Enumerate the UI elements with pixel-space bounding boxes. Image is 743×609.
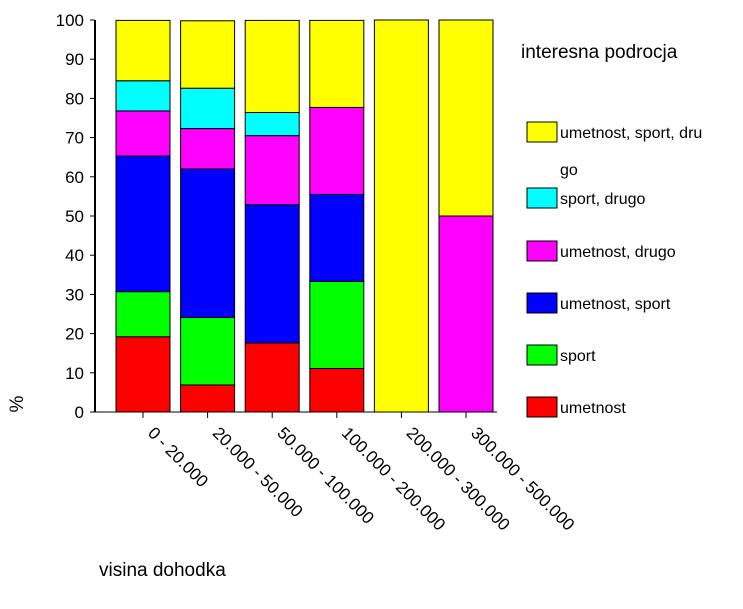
- bar-segment-4-3: [309, 193, 365, 282]
- y-tick-label: 60: [65, 168, 84, 187]
- y-tick-label: 10: [65, 364, 84, 383]
- bar-segment-1-3: [115, 155, 171, 293]
- y-tick-label: 90: [65, 50, 84, 69]
- bar-segment-4-6: [309, 19, 365, 108]
- legend-label: umetnost, sport: [560, 296, 671, 313]
- legend-title: interesna podrocja: [521, 42, 678, 63]
- bar-segment-3-6: [244, 19, 300, 114]
- bars-layer: [115, 19, 494, 413]
- bar-segment-3-4: [244, 135, 300, 206]
- legend-label: sport, drugo: [560, 191, 645, 208]
- bar-segment-1-6: [115, 19, 171, 82]
- y-tick-label: 0: [75, 403, 84, 422]
- bar-segment-1-5: [115, 80, 171, 112]
- bar-segment-1-2: [115, 291, 171, 338]
- x-tick-label: 0 - 20.000: [144, 423, 212, 491]
- bar-segment-4-2: [309, 280, 365, 369]
- bar-segment-2-2: [180, 317, 236, 386]
- bar-segment-4-4: [309, 106, 365, 195]
- x-axis-label: visina dohodka: [99, 560, 226, 581]
- legend-swatch: [526, 240, 558, 262]
- bar-segment-3-3: [244, 204, 300, 344]
- y-tick-label: 30: [65, 285, 84, 304]
- legend-label: sport: [560, 348, 596, 365]
- legend-swatch: [526, 121, 558, 143]
- bar-segment-6-4: [438, 215, 494, 413]
- legend-label: umetnost, drugo: [560, 244, 676, 261]
- bar-segment-6-6: [438, 19, 494, 217]
- legend-swatch: [526, 344, 558, 366]
- bar-segment-2-6: [180, 20, 236, 89]
- legend-label: umetnost, sport, dru go: [560, 125, 702, 179]
- y-tick-label: 70: [65, 129, 84, 148]
- bar-segment-2-1: [180, 384, 236, 413]
- y-tick-label: 100: [56, 11, 84, 30]
- y-tick-label: 20: [65, 325, 84, 344]
- legend: umetnost, sport, dru go sport, drugo umetno…: [526, 121, 702, 418]
- bar-segment-4-1: [309, 367, 365, 413]
- legend-swatch: [526, 187, 558, 209]
- legend-swatch: [526, 292, 558, 314]
- bar-segment-2-3: [180, 168, 236, 319]
- y-tick-label: 80: [65, 89, 84, 108]
- bar-segment-3-5: [244, 112, 300, 137]
- bar-segment-2-4: [180, 128, 236, 170]
- legend-label: umetnost: [560, 400, 626, 417]
- bar-segment-2-5: [180, 87, 236, 130]
- bar-segment-3-1: [244, 342, 300, 413]
- y-tick-label: 40: [65, 246, 84, 265]
- legend-swatch: [526, 396, 558, 418]
- y-axis-label: %: [7, 395, 28, 412]
- bar-segment-1-4: [115, 110, 171, 157]
- bar-segment-1-1: [115, 336, 171, 413]
- y-tick-label: 50: [65, 207, 84, 226]
- bar-segment-5-6: [373, 19, 429, 413]
